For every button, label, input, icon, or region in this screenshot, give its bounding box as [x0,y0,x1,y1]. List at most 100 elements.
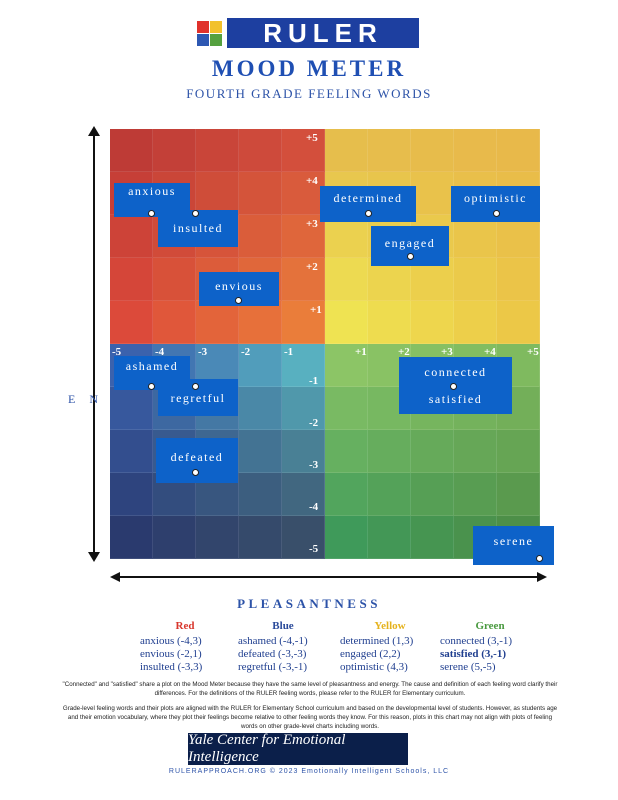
feeling-word-label: ashamed [125,358,179,373]
grid-cell [110,516,153,559]
x-tick-label: +2 [398,346,410,358]
energy-axis-arrow-down-icon [88,552,100,562]
grid-cell [110,473,153,516]
grid-cell [153,516,196,559]
x-tick-label: -2 [241,346,251,358]
y-tick-label: -2 [309,417,319,429]
feeling-word-engaged: engaged [371,226,449,266]
grid-cell [325,473,368,516]
plot-point-defeated [192,469,199,476]
grid-cell [454,301,497,344]
y-tick-label: -3 [309,459,319,471]
grid-cell [454,129,497,172]
grid-cell [411,430,454,473]
feeling-word-label: determined [333,190,403,205]
legend-item: defeated (-3,-3) [238,648,307,660]
grid-cell [368,129,411,172]
legend-item: determined (1,3) [340,635,414,647]
grid-cell [368,473,411,516]
legend-item: optimistic (4,3) [340,661,408,673]
plot-point-insulted [192,210,199,217]
logo-square-red [197,21,209,33]
grid-cell [325,301,368,344]
grid-cell [497,301,540,344]
logo-square-green [210,34,222,46]
x-tick-label: -1 [284,346,294,358]
y-tick-label: +4 [306,175,318,187]
grid-cell [153,129,196,172]
grid-cell [282,129,325,172]
grid-cell [497,430,540,473]
footnote-paragraph-2: Grade-level feeling words and their plot… [62,705,558,730]
grid-cell [282,473,325,516]
energy-axis-arrow-up-icon [88,126,100,136]
grid-cell [110,387,153,430]
grid-cell [368,430,411,473]
legend-blue-head: Blue [272,620,294,632]
grid-cell [325,129,368,172]
x-tick-label: -5 [112,346,122,358]
legend-item: ashamed (-4,-1) [238,635,308,647]
grid-cell [497,129,540,172]
grid-cell [239,215,282,258]
grid-cell [239,129,282,172]
plot-point-anxious [148,210,155,217]
copyright-footer: RULERAPPROACH.ORG © 2023 Emotionally Int… [168,768,450,775]
mood-meter-grid: +5 +4 +3 +2 +1 -1 -2 -3 -4 -5 -5 -4 -3 -2 -1 +1 +2 +3 +4 +5… [110,129,554,565]
y-tick-label: -1 [309,375,319,387]
grid-cell [411,516,454,559]
grid-cell [411,301,454,344]
legend-item: connected (3,-1) [440,635,513,647]
feeling-word-label: engaged [384,235,436,250]
plot-point-serene [536,555,543,562]
legend-item: regretful (-3,-1) [238,661,308,673]
legend-blue: Blue ashamed (-4,-1) defeated (-3,-3) re… [238,620,328,674]
grid-cell [282,172,325,215]
grid-cell [497,473,540,516]
legend-green-head: Green [475,620,505,632]
grid-cell [325,516,368,559]
y-tick-label: +5 [306,132,318,144]
grid-cell [411,172,454,215]
grid-cell [368,516,411,559]
grid-cell [110,215,153,258]
grid-cell [325,344,368,387]
legend-item: engaged (2,2) [340,648,401,660]
x-tick-label: -4 [155,346,165,358]
legend-yellow-head: Yellow [374,620,406,632]
x-tick-label: -3 [198,346,208,358]
grid-cell [282,344,325,387]
grid-cell [325,387,368,430]
plot-point-optimistic [493,210,500,217]
pleasantness-axis-label: PLEASANTNESS [237,596,381,611]
grid-cell [110,430,153,473]
legend-green: Green connected (3,-1) satisfied (3,-1) … [440,620,540,674]
grid-cell [196,516,239,559]
footnote-paragraph-1: "Connected" and "satisfied" share a plot… [62,681,558,697]
feeling-word-label: satisfied [428,391,483,406]
feeling-word-label: insulted [173,221,223,235]
grid-cell [454,430,497,473]
logo-square-blue [197,34,209,46]
grid-cell [282,430,325,473]
x-tick-label: +3 [441,346,453,358]
grid-cell [325,215,368,258]
grid-cell [282,387,325,430]
grid-cell [239,516,282,559]
x-tick-label: +5 [527,346,539,358]
plot-point-connected [450,383,457,390]
feeling-word-label: regretful [170,391,226,405]
grid-cell [110,129,153,172]
logo-wordmark: RULER [227,18,419,48]
pleasantness-axis-arrow-right-icon [537,572,547,582]
grid-cell [282,258,325,301]
grid-cell [153,258,196,301]
grid-cell [282,215,325,258]
grid-cell [454,215,497,258]
grid-cell [239,430,282,473]
y-tick-label: +3 [306,218,318,230]
grid-cell [239,301,282,344]
y-tick-label: +1 [310,304,322,316]
grid-cell [325,258,368,301]
pleasantness-axis-line [118,576,540,578]
